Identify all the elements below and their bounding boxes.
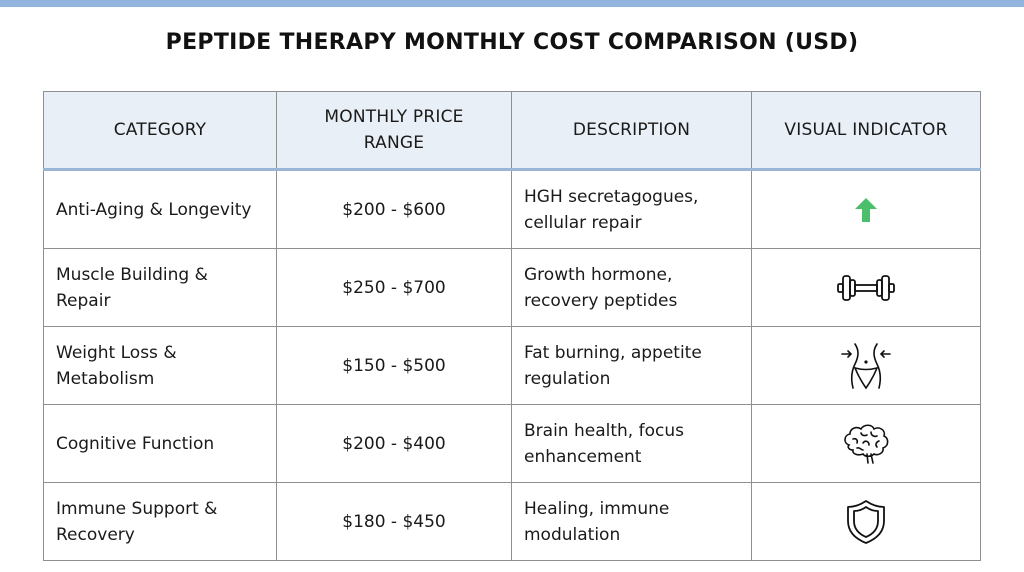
price-cell: $180 - $450 bbox=[276, 482, 512, 561]
description-cell: HGH secretagogues, cellular repair bbox=[511, 169, 752, 249]
category-cell: Immune Support & Recovery bbox=[43, 482, 277, 561]
top-accent-bar bbox=[0, 0, 1024, 7]
category-cell: Weight Loss & Metabolism bbox=[43, 326, 277, 405]
description-cell: Fat burning, appetite regulation bbox=[511, 326, 752, 405]
green-up-arrow-icon bbox=[855, 197, 877, 222]
indicator-cell bbox=[751, 326, 981, 405]
waist-slimming-icon bbox=[841, 342, 891, 389]
table-row: Muscle Building & Repair $250 - $700 Gro… bbox=[43, 248, 981, 327]
indicator-cell bbox=[751, 404, 981, 483]
table-row: Weight Loss & Metabolism $150 - $500 Fat… bbox=[43, 326, 981, 405]
description-cell: Healing, immune modulation bbox=[511, 482, 752, 561]
header-category: CATEGORY bbox=[43, 91, 277, 171]
price-cell: $150 - $500 bbox=[276, 326, 512, 405]
indicator-cell bbox=[751, 248, 981, 327]
description-cell: Brain health, focus enhancement bbox=[511, 404, 752, 483]
indicator-cell bbox=[751, 169, 981, 249]
shield-icon bbox=[847, 499, 885, 544]
header-description: DESCRIPTION bbox=[511, 91, 752, 171]
price-cell: $250 - $700 bbox=[276, 248, 512, 327]
table-row: Immune Support & Recovery $180 - $450 He… bbox=[43, 482, 981, 561]
header-visual-indicator: VISUAL INDICATOR bbox=[751, 91, 981, 171]
page-title: PEPTIDE THERAPY MONTHLY COST COMPARISON … bbox=[165, 30, 859, 55]
indicator-cell bbox=[751, 482, 981, 561]
price-cell: $200 - $600 bbox=[276, 169, 512, 249]
category-cell: Anti-Aging & Longevity bbox=[43, 169, 277, 249]
brain-icon bbox=[844, 423, 889, 464]
category-cell: Muscle Building & Repair bbox=[43, 248, 277, 327]
header-price-range: MONTHLY PRICE RANGE bbox=[276, 91, 512, 171]
price-cell: $200 - $400 bbox=[276, 404, 512, 483]
table-row: Anti-Aging & Longevity $200 - $600 HGH s… bbox=[43, 169, 981, 249]
table-header-row: CATEGORY MONTHLY PRICE RANGE DESCRIPTION… bbox=[43, 91, 981, 171]
cost-comparison-table: CATEGORY MONTHLY PRICE RANGE DESCRIPTION… bbox=[43, 91, 981, 561]
table-row: Cognitive Function $200 - $400 Brain hea… bbox=[43, 404, 981, 483]
description-cell: Growth hormone, recovery peptides bbox=[511, 248, 752, 327]
dumbbell-icon bbox=[837, 274, 895, 301]
category-cell: Cognitive Function bbox=[43, 404, 277, 483]
